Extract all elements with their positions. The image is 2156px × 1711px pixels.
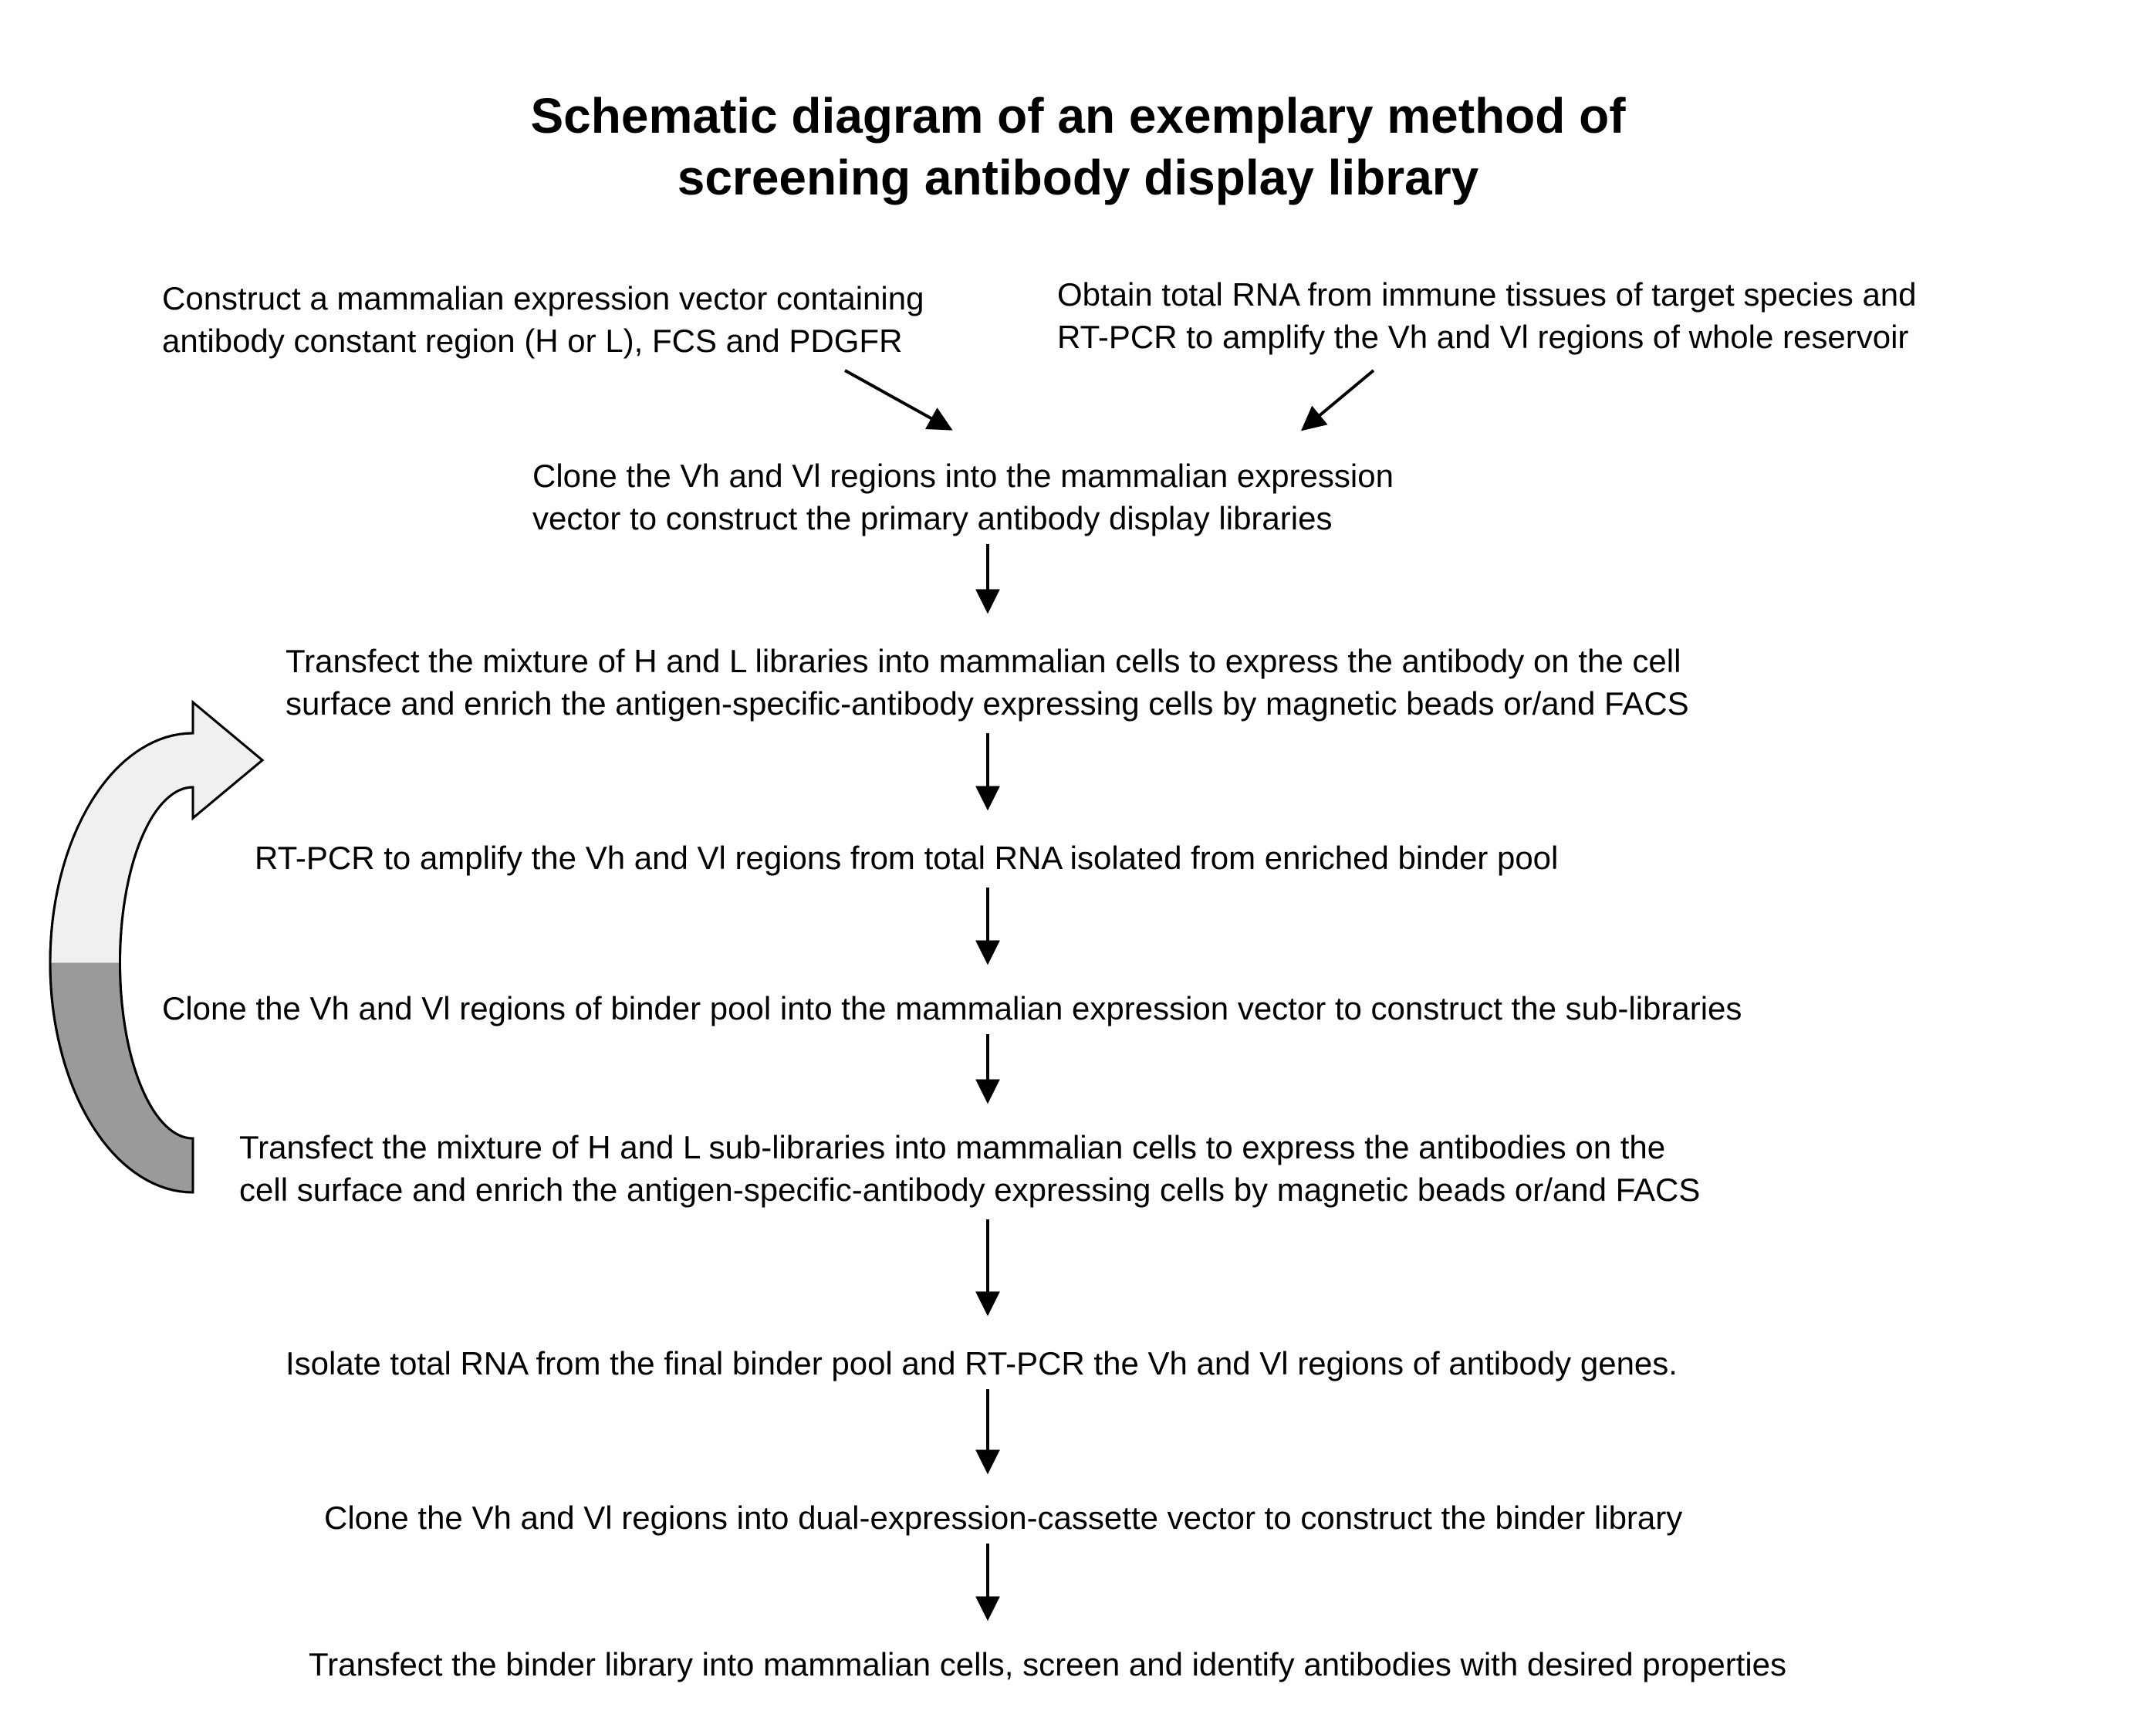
step-transfect-final: Transfect the binder library into mammal… bbox=[309, 1644, 2006, 1686]
diagram-title: Schematic diagram of an exemplary method… bbox=[0, 85, 2156, 208]
step-top-right: Obtain total RNA from immune tissues of … bbox=[1057, 274, 2029, 358]
step-clone-dual: Clone the Vh and Vl regions into dual-ex… bbox=[324, 1497, 1867, 1540]
step-top-left: Construct a mammalian expression vector … bbox=[162, 278, 1011, 362]
step-transfect-sublib: Transfect the mixture of H and L sub-lib… bbox=[239, 1127, 1937, 1211]
step-rtpcr-enriched: RT-PCR to amplify the Vh and Vl regions … bbox=[255, 837, 1798, 880]
step-isolate-final: Isolate total RNA from the final binder … bbox=[286, 1343, 1906, 1385]
step-transfect-primary: Transfect the mixture of H and L librari… bbox=[286, 641, 1906, 725]
step-clone-sublib: Clone the Vh and Vl regions of binder po… bbox=[162, 988, 2014, 1030]
step-clone-primary: Clone the Vh and Vl regions into the mam… bbox=[532, 455, 1505, 539]
repeat-label: Repeat as need bbox=[81, 894, 118, 1123]
